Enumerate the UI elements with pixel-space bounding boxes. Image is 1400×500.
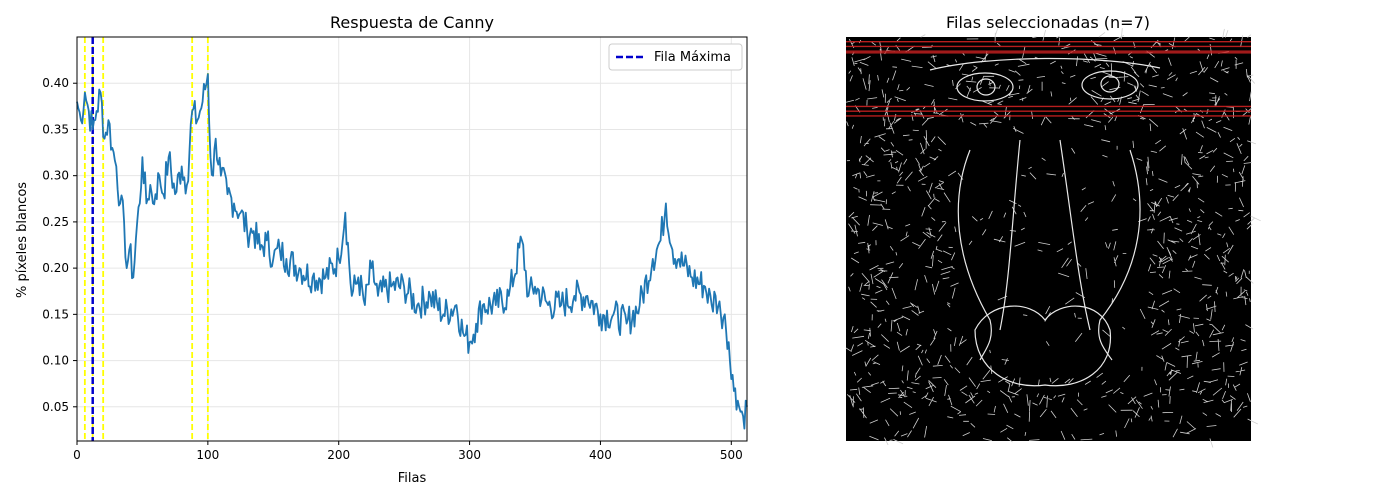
y-axis-ticks: 0.05 0.10 0.15 0.20 0.25 0.30 0.35 0.40: [42, 76, 77, 414]
y-tick-label: 0.20: [42, 261, 69, 275]
x-tick-label: 0: [73, 448, 81, 462]
chart-title: Respuesta de Canny: [330, 13, 494, 32]
x-tick-label: 400: [589, 448, 612, 462]
left-pupil-edge: [976, 78, 996, 96]
nose-bridge-right: [1059, 139, 1091, 331]
y-tick-label: 0.40: [42, 76, 69, 90]
y-tick-label: 0.15: [42, 307, 69, 321]
legend-label: Fila Máxima: [654, 50, 731, 65]
muzzle-outline: [974, 305, 1112, 387]
right-pupil-edge: [1100, 75, 1120, 93]
brow-edge: [929, 57, 1161, 71]
legend-box: [608, 43, 743, 71]
canny-response-chart: Respuesta de Canny 0 100 200 300 400 500 0.05…: [15, 13, 748, 486]
y-tick-label: 0.25: [42, 215, 69, 229]
x-axis-label: Filas: [398, 471, 427, 486]
y-tick-label: 0.10: [42, 354, 69, 368]
selected-rows-panel: Filas seleccionadas (n=7): [845, 13, 1261, 448]
snout-right-edge: [1098, 149, 1141, 361]
legend: Fila Máxima: [608, 43, 743, 71]
y-tick-label: 0.35: [42, 122, 69, 136]
nose-bridge-left: [999, 139, 1021, 331]
y-tick-label: 0.05: [42, 400, 69, 414]
snout-left-edge: [957, 149, 992, 361]
edge-image: [846, 37, 1251, 441]
x-axis-ticks: 0 100 200 300 400 500: [73, 441, 743, 462]
series-line: [76, 73, 748, 430]
y-axis-label: % píxeles blancos: [15, 182, 30, 298]
face-edges: [929, 57, 1161, 387]
highlighted-rows: [846, 41, 1251, 117]
image-title: Filas seleccionadas (n=7): [946, 13, 1150, 32]
edge-texture: [845, 27, 1261, 448]
y-tick-label: 0.30: [42, 169, 69, 183]
plot-frame: [76, 36, 748, 442]
right-eye-edge: [1081, 70, 1139, 100]
x-tick-label: 200: [327, 448, 350, 462]
x-tick-label: 300: [458, 448, 481, 462]
x-tick-label: 100: [196, 448, 219, 462]
left-eye-edge: [956, 72, 1014, 102]
edge-strokes: [845, 27, 1261, 448]
x-tick-label: 500: [720, 448, 743, 462]
